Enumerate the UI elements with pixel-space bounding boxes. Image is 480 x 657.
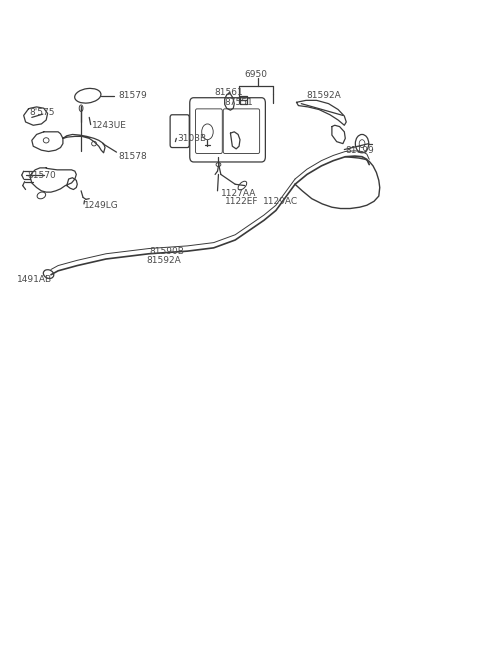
Text: 81199: 81199: [345, 147, 374, 155]
Text: 81592A: 81592A: [306, 91, 341, 101]
Text: 1127AA: 1127AA: [221, 189, 256, 198]
Text: 8'575: 8'575: [29, 108, 55, 117]
Text: 1243UE: 1243UE: [92, 121, 127, 130]
Text: 87551: 87551: [225, 98, 253, 107]
Text: 1122EF: 1122EF: [225, 198, 258, 206]
Text: 3103B: 3103B: [177, 134, 206, 143]
Text: 1491AB: 1491AB: [17, 275, 53, 284]
Text: 81590B: 81590B: [149, 246, 184, 256]
Text: 81579: 81579: [118, 91, 147, 101]
Text: 81570: 81570: [27, 171, 56, 179]
Ellipse shape: [79, 105, 83, 112]
Text: 1129AC: 1129AC: [263, 198, 298, 206]
Text: 81578: 81578: [118, 152, 147, 161]
Text: 81592A: 81592A: [147, 256, 181, 265]
Text: 81561: 81561: [215, 88, 243, 97]
Text: 1249LG: 1249LG: [84, 201, 119, 210]
Text: 6950: 6950: [245, 70, 268, 79]
